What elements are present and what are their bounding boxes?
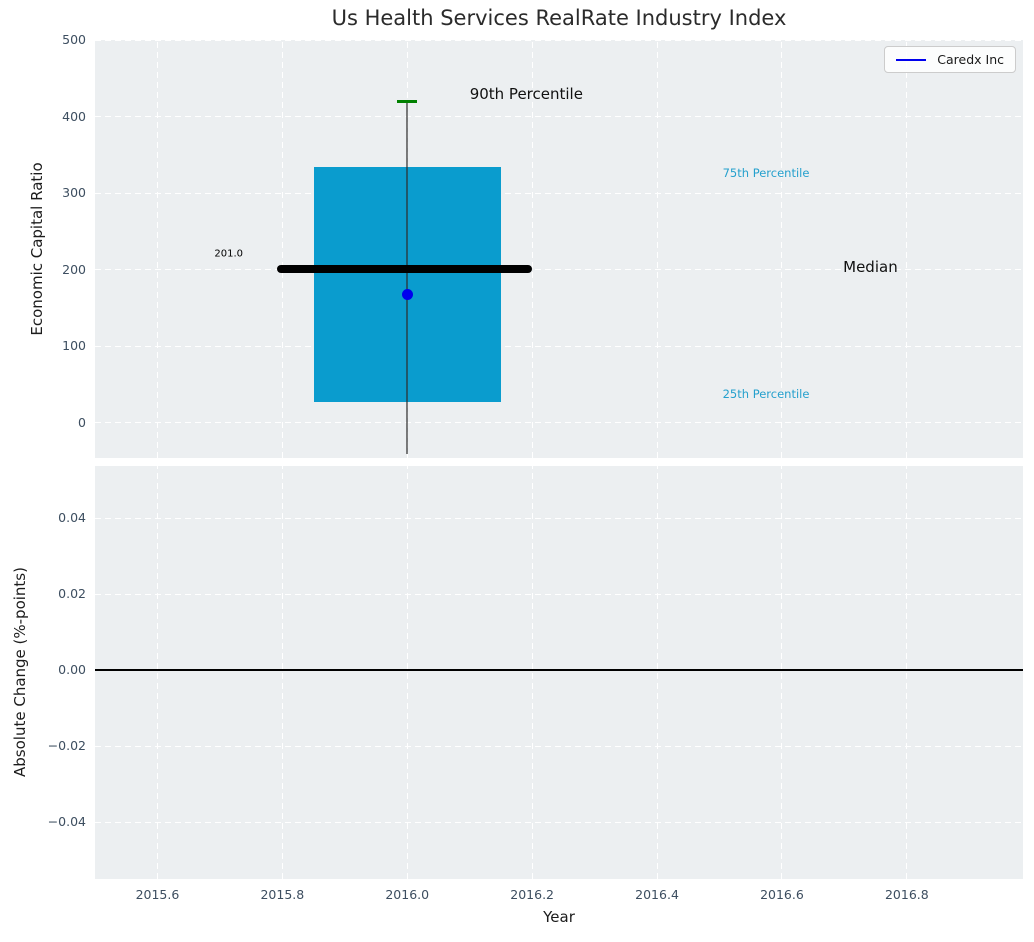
gridline-horizontal: [95, 517, 1023, 519]
legend-label: Caredx Inc: [937, 52, 1004, 67]
bottom-axes-plot-area: [95, 466, 1023, 879]
annotation-75th-percentile: 75th Percentile: [722, 166, 810, 181]
y-tick-label: 0.00: [58, 662, 86, 678]
annotation-median: Median: [843, 257, 898, 276]
gridline-vertical: [656, 40, 658, 458]
annotation-25th-percentile: 25th Percentile: [722, 386, 810, 401]
legend-line-icon: [896, 58, 927, 61]
zero-reference-line: [95, 669, 1023, 671]
whisker-line: [406, 101, 409, 455]
y-tick-label: 0: [78, 414, 86, 430]
x-axis-label-year: Year: [543, 908, 575, 926]
y-tick-label: 200: [62, 261, 86, 277]
y-tick-label: 400: [62, 108, 86, 124]
gridline-vertical: [906, 40, 908, 458]
chart-title: Us Health Services RealRate Industry Ind…: [331, 6, 787, 30]
company-data-point: [401, 288, 413, 300]
gridline-horizontal: [95, 269, 1023, 271]
x-tick-label: 2015.8: [260, 887, 305, 902]
y-tick-label: 0.04: [58, 510, 86, 526]
gridline-vertical: [156, 40, 158, 458]
y-tick-label: 300: [62, 185, 86, 201]
gridline-horizontal: [95, 345, 1023, 347]
y-tick-label: 500: [62, 32, 86, 47]
top-axes-plot-area: Caredx Inc 90th Percentile 75th Percentil…: [95, 39, 1023, 458]
y-tick-label: −0.02: [47, 738, 86, 754]
x-tick-label: 2016.4: [635, 887, 679, 902]
gridline-horizontal: [95, 593, 1023, 595]
gridline-vertical: [781, 466, 783, 879]
median-line: [277, 265, 533, 274]
whisker-cap-90th-percentile: [397, 100, 418, 103]
y-tick-label: 0.02: [58, 586, 86, 602]
y-tick-label: −0.04: [47, 814, 86, 829]
legend: Caredx Inc: [884, 46, 1016, 73]
gridline-vertical: [531, 40, 533, 458]
gridline-horizontal: [95, 821, 1023, 823]
gridline-vertical: [656, 466, 658, 879]
gridline-horizontal: [95, 116, 1023, 118]
gridline-vertical: [281, 40, 283, 458]
gridline-horizontal: [95, 422, 1023, 424]
annotation-201-0: 201.0: [214, 248, 243, 260]
gridline-vertical: [406, 466, 408, 879]
gridline-vertical: [531, 466, 533, 879]
annotation-90th-percentile: 90th Percentile: [469, 84, 583, 103]
x-tick-label: 2016.6: [760, 887, 804, 902]
gridline-vertical: [906, 466, 908, 879]
x-tick-label: 2015.6: [135, 887, 180, 902]
gridline-vertical: [156, 466, 158, 879]
gridline-vertical: [281, 466, 283, 879]
x-tick-label: 2016.0: [385, 887, 430, 902]
gridline-horizontal: [95, 192, 1023, 194]
y-tick-label: 100: [62, 338, 86, 354]
gridline-vertical: [781, 40, 783, 458]
x-tick-label: 2016.2: [510, 887, 555, 902]
gridline-horizontal: [95, 39, 1023, 41]
x-tick-label: 2016.8: [884, 887, 929, 902]
gridline-horizontal: [95, 745, 1023, 747]
